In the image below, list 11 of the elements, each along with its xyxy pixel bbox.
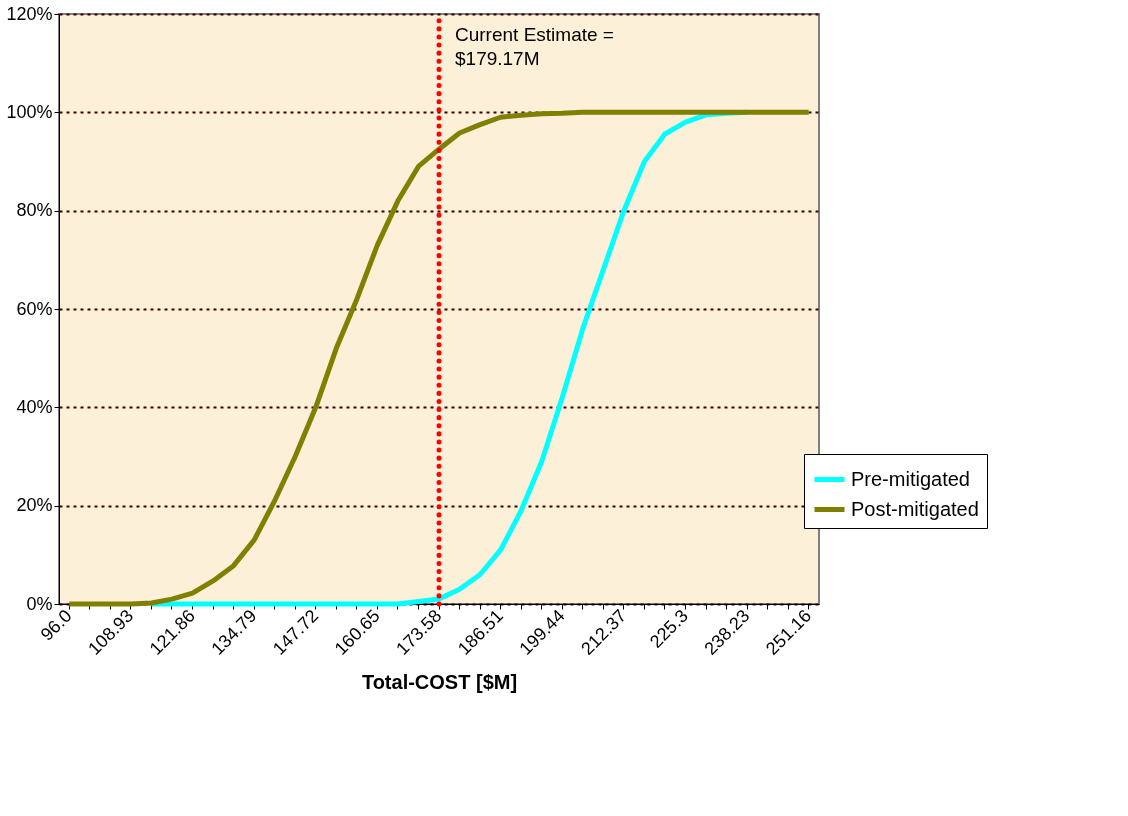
legend-label: Post-mitigated bbox=[851, 497, 979, 520]
y-tick-label: 100% bbox=[6, 101, 53, 122]
legend-label: Pre-mitigated bbox=[851, 467, 970, 490]
x-axis-title: Total-COST [$M] bbox=[361, 670, 518, 693]
y-tick-label: 40% bbox=[16, 396, 53, 417]
ref-line-label: Current Estimate = $179.17M bbox=[455, 24, 614, 69]
y-tick-label: 20% bbox=[16, 495, 53, 516]
y-tick-label: 120% bbox=[6, 3, 53, 24]
y-tick-label: 0% bbox=[26, 593, 53, 614]
y-tick-label: 80% bbox=[16, 200, 53, 221]
y-tick-label: 60% bbox=[16, 298, 53, 319]
